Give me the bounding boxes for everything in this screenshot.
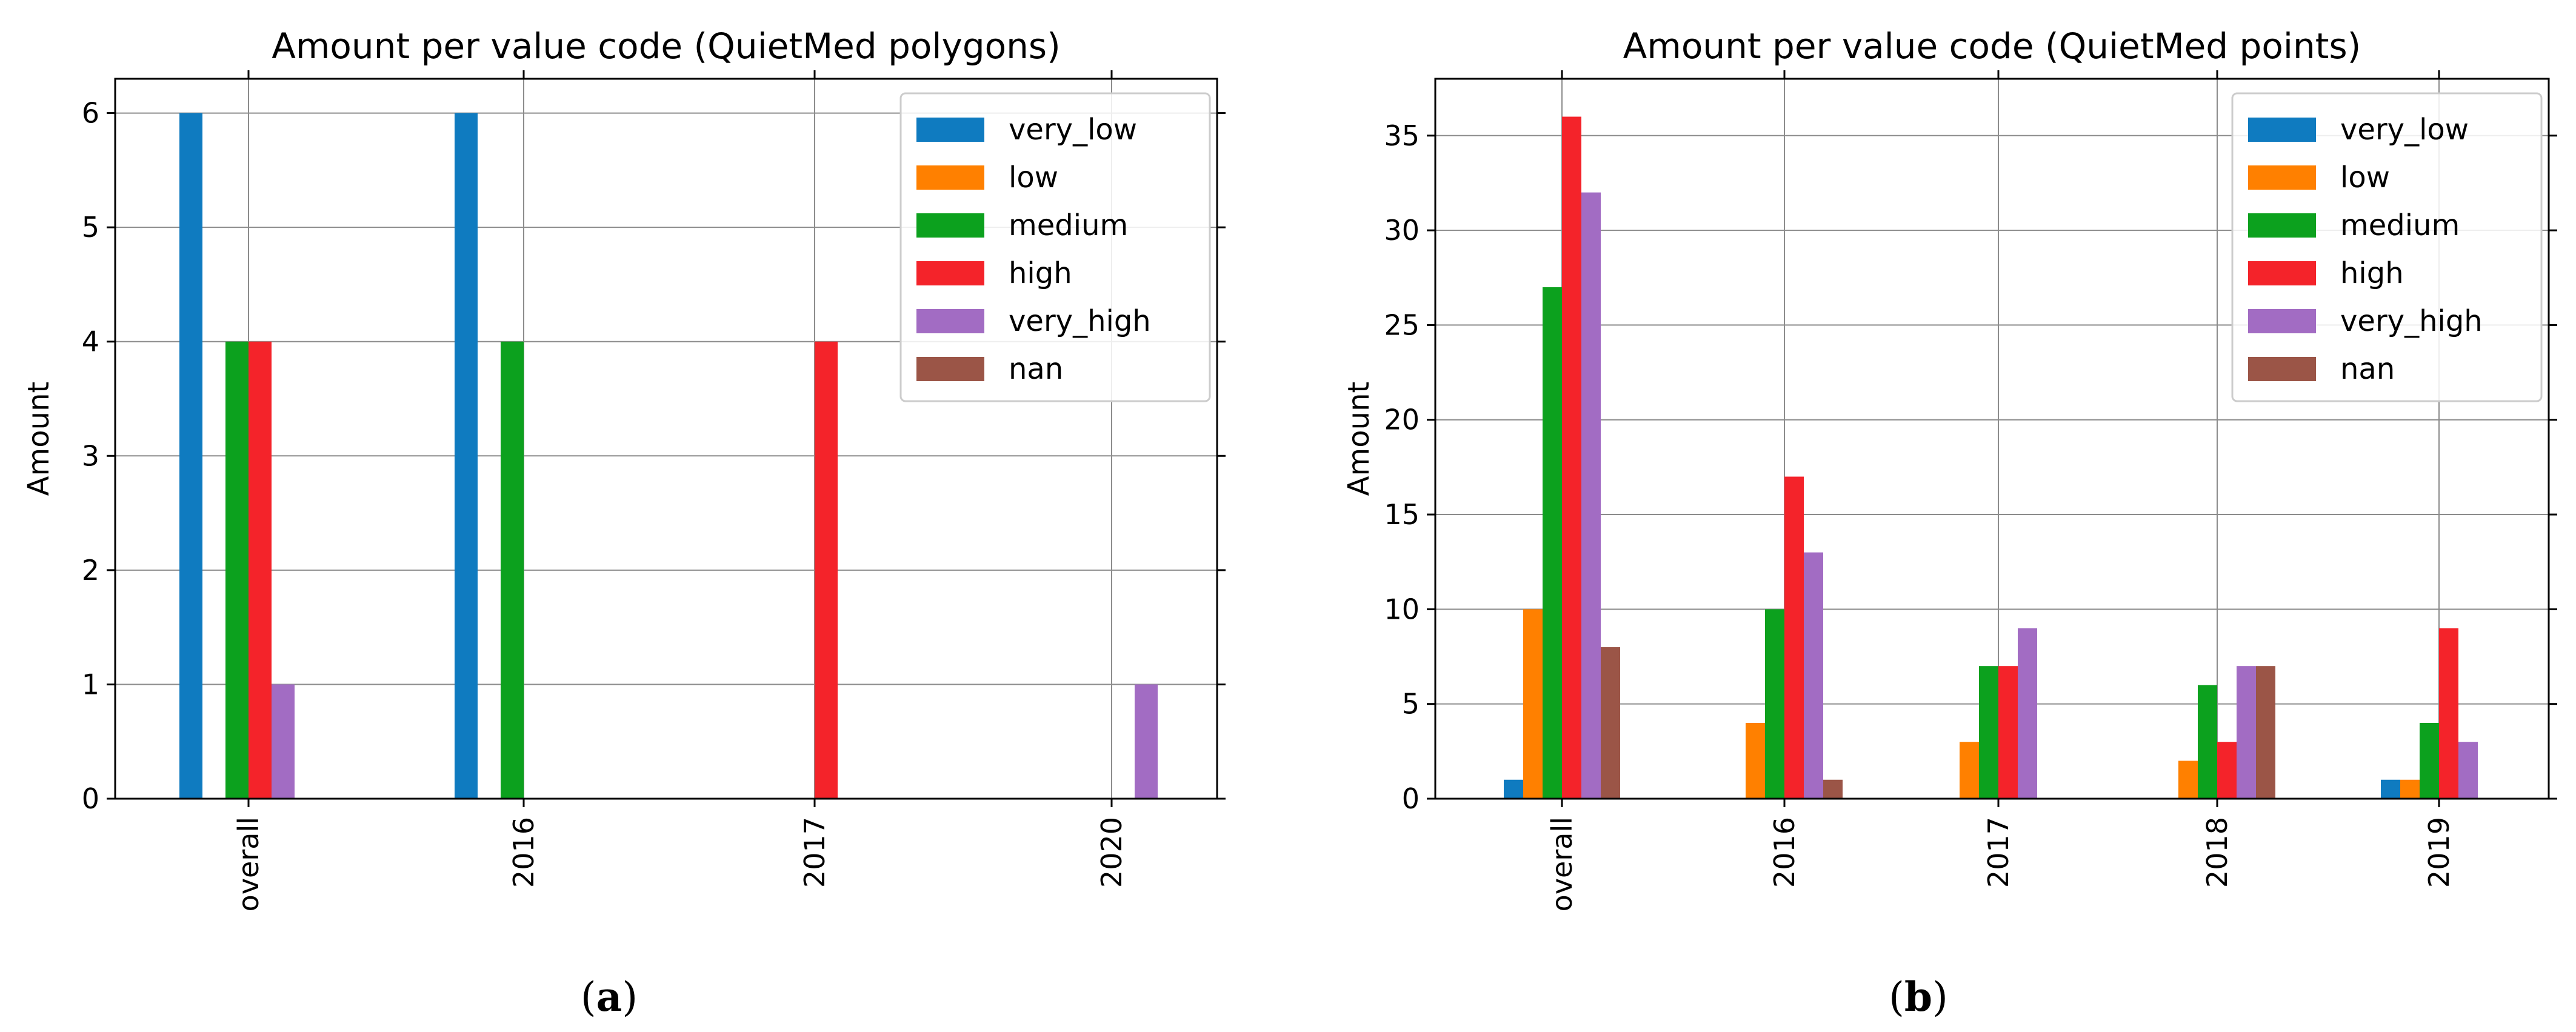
chart1-ytick-label: 0 — [82, 782, 99, 815]
chart1-legend-label-very_high: very_high — [1009, 304, 1151, 338]
chart2-xtick-label: 2016 — [1768, 817, 1801, 888]
chart1-legend-label-high: high — [1009, 256, 1072, 290]
chart2-bar-medium-2016 — [1765, 609, 1784, 799]
chart2-bar-very_low-overall — [1504, 779, 1523, 799]
chart1-bar-very_low-2016 — [455, 113, 478, 799]
chart1-ytick-label: 3 — [82, 439, 99, 472]
chart1-ytick-label: 1 — [82, 668, 99, 701]
chart2-ytick-label: 5 — [1402, 688, 1420, 721]
chart2-bar-very_high-overall — [1581, 192, 1601, 799]
chart1-bar-high-2017 — [815, 341, 838, 799]
chart1-legend-swatch-medium — [916, 213, 984, 238]
chart2-ytick-label: 20 — [1384, 404, 1420, 436]
chart2-legend-swatch-very_high — [2248, 309, 2316, 333]
chart1-bar-very_high-2020 — [1135, 684, 1158, 799]
chart2-xtick-label: 2018 — [2201, 817, 2234, 888]
chart2-legend-label-medium: medium — [2340, 208, 2460, 242]
chart2-ytick-label: 0 — [1402, 782, 1420, 815]
chart1-xtick-label: 2016 — [507, 817, 540, 888]
chart1-axes-frame — [114, 78, 1218, 800]
chart2-legend-label-high: high — [2340, 256, 2404, 290]
chart2-ytick-label: 35 — [1384, 119, 1420, 152]
chart1-bar-very_high-overall — [272, 684, 295, 799]
chart1-bar-medium-overall — [225, 341, 249, 799]
chart2-bar-high-2016 — [1784, 476, 1804, 799]
chart2-bar-low-overall — [1523, 609, 1543, 799]
chart2-legend-swatch-high — [2248, 261, 2316, 285]
chart2-legend-label-very_low: very_low — [2340, 113, 2469, 147]
chart2-bar-high-overall — [1562, 116, 1581, 799]
chart2-legend-swatch-nan — [2248, 357, 2316, 381]
chart1-legend-label-medium: medium — [1009, 208, 1128, 242]
chart2-bar-very_high-2019 — [2458, 742, 2478, 799]
chart2-bar-nan-overall — [1601, 647, 1620, 799]
chart1-bar-very_low-overall — [179, 113, 202, 799]
chart2-bar-very_high-2017 — [2018, 628, 2037, 799]
chart1-bar-medium-2016 — [501, 341, 524, 799]
chart2-bar-nan-2016 — [1823, 779, 1843, 799]
chart1-xtick-label: 2020 — [1095, 817, 1128, 888]
chart2-ytick-label: 30 — [1384, 214, 1420, 247]
chart2-legend-swatch-medium — [2248, 213, 2316, 238]
chart2-bar-very_high-2018 — [2237, 666, 2256, 799]
chart2-legend-swatch-very_low — [2248, 118, 2316, 142]
chart2-bar-medium-2017 — [1979, 666, 1998, 799]
chart2-ytick-label: 25 — [1384, 308, 1420, 341]
chart1-ylabel: Amount — [22, 382, 56, 496]
chart1-legend-swatch-low — [916, 165, 984, 190]
chart2-ytick-label: 15 — [1384, 498, 1420, 531]
chart1-legend-label-very_low: very_low — [1009, 113, 1137, 147]
chart1-xtick-label: overall — [232, 817, 265, 911]
chart2-legend-swatch-low — [2248, 165, 2316, 190]
chart2-bar-low-2018 — [2178, 761, 2198, 799]
chart2-bar-nan-2018 — [2256, 666, 2275, 799]
chart2-ytick-label: 10 — [1384, 593, 1420, 625]
chart1-legend-swatch-very_low — [916, 118, 984, 142]
chart2-bar-very_low-2019 — [2381, 779, 2400, 799]
chart1-panel-label: (a) — [581, 973, 638, 1020]
chart2-xtick-label: 2017 — [1982, 817, 2015, 888]
chart1-bar-high-overall — [249, 341, 272, 799]
chart2-legend-label-low: low — [2340, 161, 2390, 195]
chart2-title: Amount per value code (QuietMed points) — [1623, 25, 2361, 67]
chart2-legend-label-very_high: very_high — [2340, 304, 2483, 338]
chart2-xtick-label: 2019 — [2423, 817, 2455, 888]
chart2-ylabel: Amount — [1342, 382, 1376, 496]
chart2-bar-high-2017 — [1998, 666, 2018, 799]
chart2-xtick-label: overall — [1546, 817, 1578, 911]
chart2-bar-low-2017 — [1960, 742, 1979, 799]
chart2-bar-very_high-2016 — [1804, 552, 1823, 799]
chart2-bar-low-2019 — [2400, 779, 2420, 799]
chart2-bar-medium-2019 — [2420, 722, 2439, 799]
chart2-axes-frame — [1434, 78, 2550, 800]
chart2-legend-label-nan: nan — [2340, 352, 2395, 386]
chart1-legend-swatch-nan — [916, 357, 984, 381]
chart1-title: Amount per value code (QuietMed polygons… — [272, 25, 1061, 67]
chart1-ytick-label: 6 — [82, 97, 99, 130]
chart1-ytick-label: 2 — [82, 554, 99, 587]
chart2-bar-low-2016 — [1746, 722, 1765, 799]
chart1-xtick-label: 2017 — [798, 817, 831, 888]
chart2-bar-medium-2018 — [2198, 685, 2217, 799]
chart2-bar-medium-overall — [1543, 287, 1562, 799]
chart1-legend-label-low: low — [1009, 161, 1058, 195]
chart1-ytick-label: 5 — [82, 211, 99, 244]
chart1-ytick-label: 4 — [82, 325, 99, 358]
chart1-legend-label-nan: nan — [1009, 352, 1063, 386]
chart1-legend-swatch-very_high — [916, 309, 984, 333]
chart2-bar-high-2018 — [2217, 742, 2237, 799]
chart2-panel-label: (b) — [1889, 973, 1948, 1020]
chart2-bar-high-2019 — [2439, 628, 2458, 799]
chart1-legend-swatch-high — [916, 261, 984, 285]
